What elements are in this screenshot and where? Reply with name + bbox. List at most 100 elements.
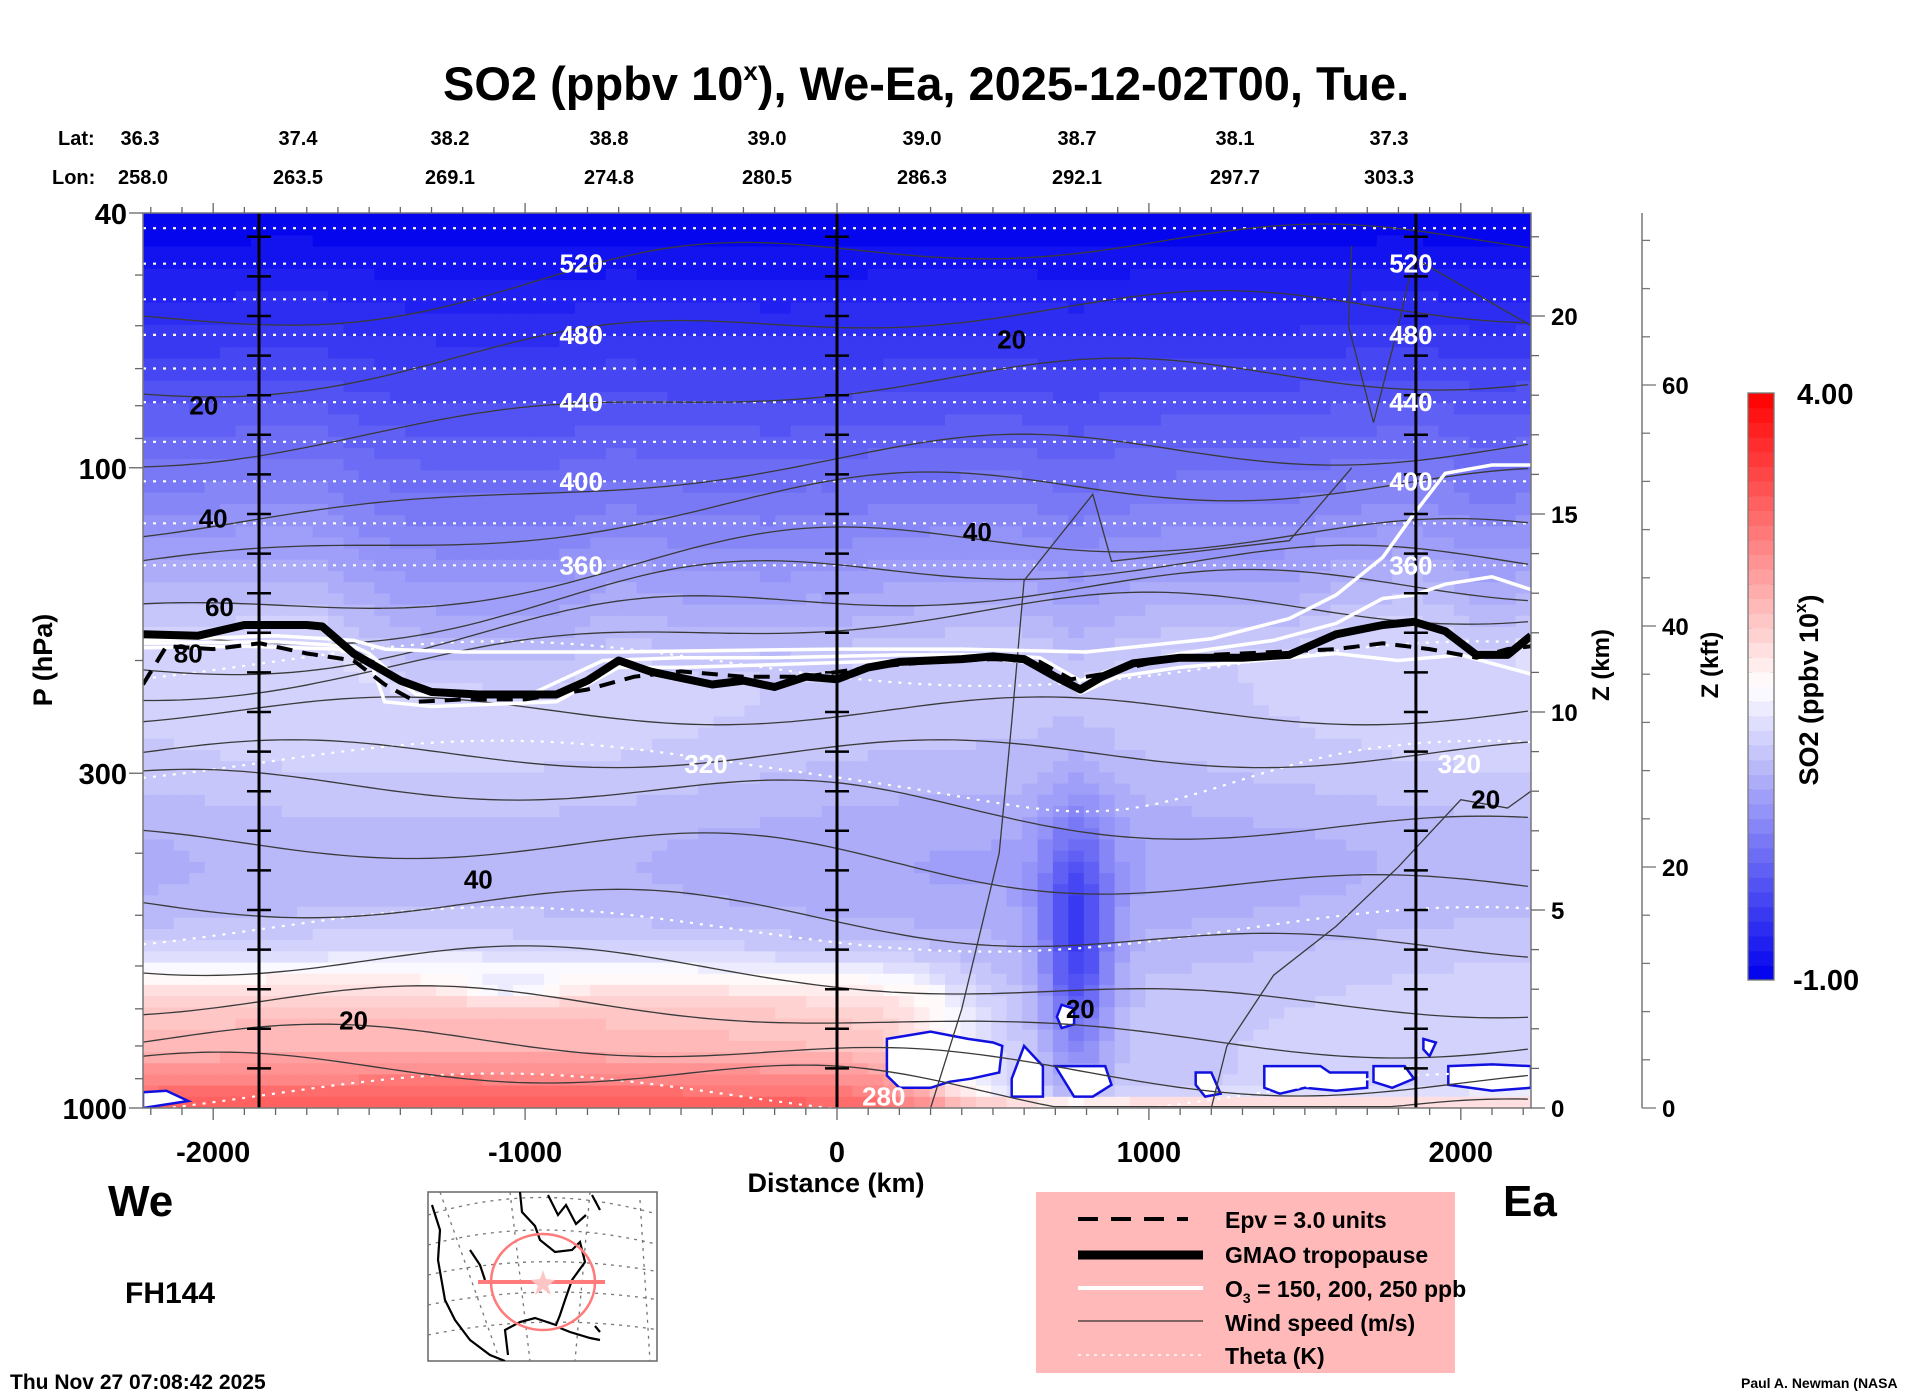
field-cell xyxy=(297,783,314,796)
field-cell xyxy=(713,582,730,594)
field-cell xyxy=(1376,246,1393,259)
field-cell xyxy=(574,515,591,527)
field-cell xyxy=(898,626,915,639)
field-cell xyxy=(1222,805,1239,818)
field-cell xyxy=(914,772,931,785)
field-cell xyxy=(1484,425,1501,438)
field-cell xyxy=(806,738,823,751)
field-cell xyxy=(1022,380,1039,393)
field-cell xyxy=(1145,750,1162,762)
field-cell xyxy=(759,358,776,371)
field-cell xyxy=(713,268,730,281)
field-cell xyxy=(590,515,607,527)
field-cell xyxy=(1330,515,1347,527)
field-cell xyxy=(451,246,468,259)
field-cell xyxy=(528,705,545,718)
field-cell xyxy=(312,403,329,415)
field-cell xyxy=(297,548,314,561)
field-cell xyxy=(1191,817,1208,829)
field-cell xyxy=(1052,738,1069,751)
field-cell xyxy=(297,817,314,829)
field-cell xyxy=(1191,750,1208,762)
field-cell xyxy=(173,392,190,404)
field-cell xyxy=(343,716,360,729)
field-cell xyxy=(374,336,391,348)
field-cell xyxy=(1469,783,1486,796)
field-cell xyxy=(235,246,252,259)
field-cell xyxy=(143,582,159,594)
field-cell xyxy=(914,537,931,550)
field-cell xyxy=(1469,548,1486,561)
field-cell xyxy=(528,526,545,539)
field-cell xyxy=(1423,347,1439,360)
field-cell xyxy=(605,224,622,236)
field-cell xyxy=(1068,336,1085,348)
field-cell xyxy=(1268,436,1285,449)
field-cell xyxy=(544,257,560,270)
field-cell xyxy=(466,336,483,348)
field-cell xyxy=(513,638,530,650)
field-cell xyxy=(713,559,730,572)
field-cell xyxy=(1114,492,1131,505)
field-cell xyxy=(651,224,668,236)
field-cell xyxy=(1469,459,1486,471)
field-cell xyxy=(914,604,931,617)
field-cell xyxy=(574,280,591,292)
field-cell xyxy=(929,369,946,382)
field-cell xyxy=(1268,313,1285,326)
field-cell xyxy=(1207,515,1224,527)
field-cell xyxy=(1253,515,1270,527)
field-cell xyxy=(1006,515,1023,527)
field-cell xyxy=(1453,436,1470,449)
field-cell xyxy=(821,805,838,818)
field-cell xyxy=(945,682,961,695)
field-cell xyxy=(451,738,468,751)
field-cell xyxy=(621,358,638,371)
field-cell xyxy=(528,380,545,393)
field-cell xyxy=(358,671,375,684)
field-cell xyxy=(1284,425,1301,438)
field-cell xyxy=(636,324,653,337)
field-cell xyxy=(497,291,514,304)
field-cell xyxy=(235,694,252,706)
field-cell xyxy=(1330,369,1347,382)
field-cell xyxy=(281,761,298,773)
field-cell xyxy=(1453,582,1470,594)
field-cell xyxy=(297,324,314,337)
field-cell xyxy=(513,392,530,404)
field-cell xyxy=(651,515,668,527)
field-cell xyxy=(220,369,237,382)
field-cell xyxy=(1361,537,1378,550)
field-cell xyxy=(883,235,900,248)
field-cell xyxy=(482,380,499,393)
field-cell xyxy=(1099,682,1116,695)
field-cell xyxy=(466,347,483,360)
field-cell xyxy=(544,369,560,382)
field-cell xyxy=(1299,705,1316,718)
field-cell xyxy=(898,660,915,673)
field-cell xyxy=(1330,414,1347,427)
field-cell xyxy=(544,336,560,348)
field-cell xyxy=(1222,593,1239,606)
field-cell xyxy=(1284,235,1301,248)
field-cell xyxy=(189,447,206,460)
field-cell xyxy=(143,257,159,270)
field-cell xyxy=(1484,436,1501,449)
field-cell xyxy=(544,638,560,650)
field-cell xyxy=(621,470,638,483)
field-cell xyxy=(883,392,900,404)
field-cell xyxy=(975,336,992,348)
field-cell xyxy=(1268,358,1285,371)
field-cell xyxy=(497,447,514,460)
field-cell xyxy=(189,783,206,796)
field-cell xyxy=(559,336,576,348)
field-cell xyxy=(482,761,499,773)
field-cell xyxy=(1484,817,1501,829)
field-cell xyxy=(1345,705,1362,718)
field-cell xyxy=(1207,392,1224,404)
field-cell xyxy=(975,347,992,360)
field-cell xyxy=(682,492,699,505)
field-cell xyxy=(436,481,452,494)
field-cell xyxy=(220,727,237,740)
field-cell xyxy=(436,358,452,371)
